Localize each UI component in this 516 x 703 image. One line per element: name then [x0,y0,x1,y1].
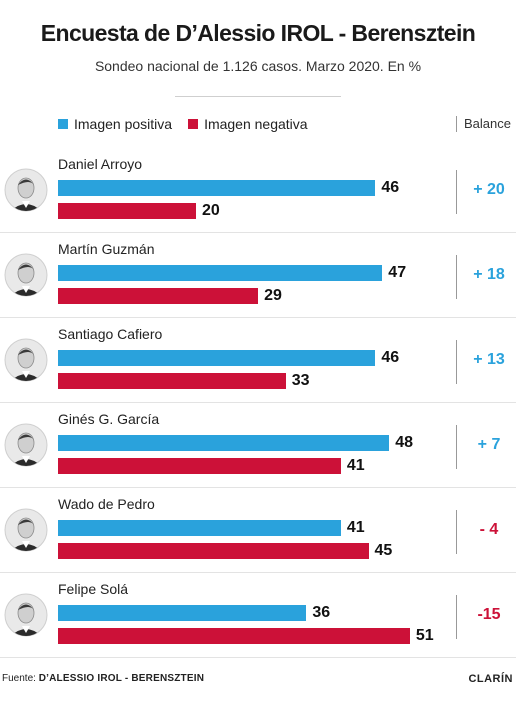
chart-row: Wado de Pedro 41 45 - 4 [0,488,516,573]
source-note: Fuente: D’ALESSIO IROL - BERENSZTEIN [2,673,204,684]
bar-negative [58,543,369,559]
title-separator [175,96,341,97]
row-divider [0,317,516,318]
bar-negative [58,288,259,304]
bar-negative [58,373,286,389]
balance-divider [456,340,457,384]
bar-positive [58,265,383,281]
balance-value: + 13 [473,351,505,368]
balance-divider [456,595,457,639]
balance-value: - 4 [479,521,499,538]
person-name: Martín Guzmán [58,241,155,257]
chart-row: Daniel Arroyo 46 20 + 20 [0,148,516,233]
avatar [4,168,48,212]
balance-value: + 20 [473,181,505,198]
avatar [4,593,48,637]
person-name: Felipe Solá [58,581,129,597]
balance-divider [456,510,457,554]
bar-positive [58,520,341,536]
value-label-negative: 33 [291,372,310,389]
chart-row: Martín Guzmán 47 29 + 18 [0,233,516,318]
legend: Imagen positiva Imagen negativa [58,116,324,132]
bar-positive [58,435,390,451]
person-name: Ginés G. García [58,411,160,427]
avatar [4,508,48,552]
value-label-negative: 29 [264,287,282,304]
balance-value: -15 [477,606,501,623]
legend-swatch-negative [188,119,199,129]
chart-subtitle: Sondeo nacional de 1.126 casos. Marzo 20… [94,58,422,74]
person-name: Santiago Cafiero [58,326,163,342]
avatar [4,423,48,467]
balance-divider [456,425,457,469]
value-label-negative: 45 [374,542,393,559]
value-label-positive: 46 [381,179,400,196]
value-label-positive: 48 [395,434,413,451]
balance-header: Balance [456,116,511,132]
legend-label-positive: Imagen positiva [74,116,173,132]
legend-swatch-positive [58,119,68,129]
value-label-negative: 41 [346,457,365,474]
balance-divider [456,170,457,214]
value-label-positive: 46 [381,349,400,366]
value-label-positive: 36 [312,604,331,621]
person-name: Wado de Pedro [58,496,155,512]
bar-negative [58,458,341,474]
legend-label-negative: Imagen negativa [204,116,308,132]
chart-row: Ginés G. García 48 41 + 7 [0,403,516,488]
chart-row: Felipe Solá 36 51 -15 [0,573,516,658]
bar-positive [58,180,376,196]
bar-positive [58,350,376,366]
source-label: Fuente: [2,673,36,684]
person-name: Daniel Arroyo [58,156,143,172]
legend-item-negative: Imagen negativa [188,116,308,132]
source-name: D’ALESSIO IROL - BERENSZTEIN [38,673,205,684]
balance-value: + 7 [477,436,501,453]
bar-negative [58,628,410,644]
avatar [4,338,48,382]
value-label-positive: 47 [388,264,407,281]
bar-positive [58,605,307,621]
value-label-positive: 41 [346,519,365,536]
brand-logo: CLARÍN [468,673,513,685]
bar-negative [58,203,196,219]
balance-divider [456,255,457,299]
row-divider [0,232,516,233]
chart-row: Santiago Cafiero 46 33 + 13 [0,318,516,403]
chart-title: Encuesta de D’Alessio IROL - Berensztein [40,20,476,46]
balance-value: + 18 [473,266,505,283]
row-divider [0,402,516,403]
row-divider [0,657,516,658]
row-divider [0,572,516,573]
legend-item-positive: Imagen positiva [58,116,172,132]
avatar [4,253,48,297]
value-label-negative: 20 [202,202,220,219]
row-divider [0,487,516,488]
value-label-negative: 51 [415,627,434,644]
